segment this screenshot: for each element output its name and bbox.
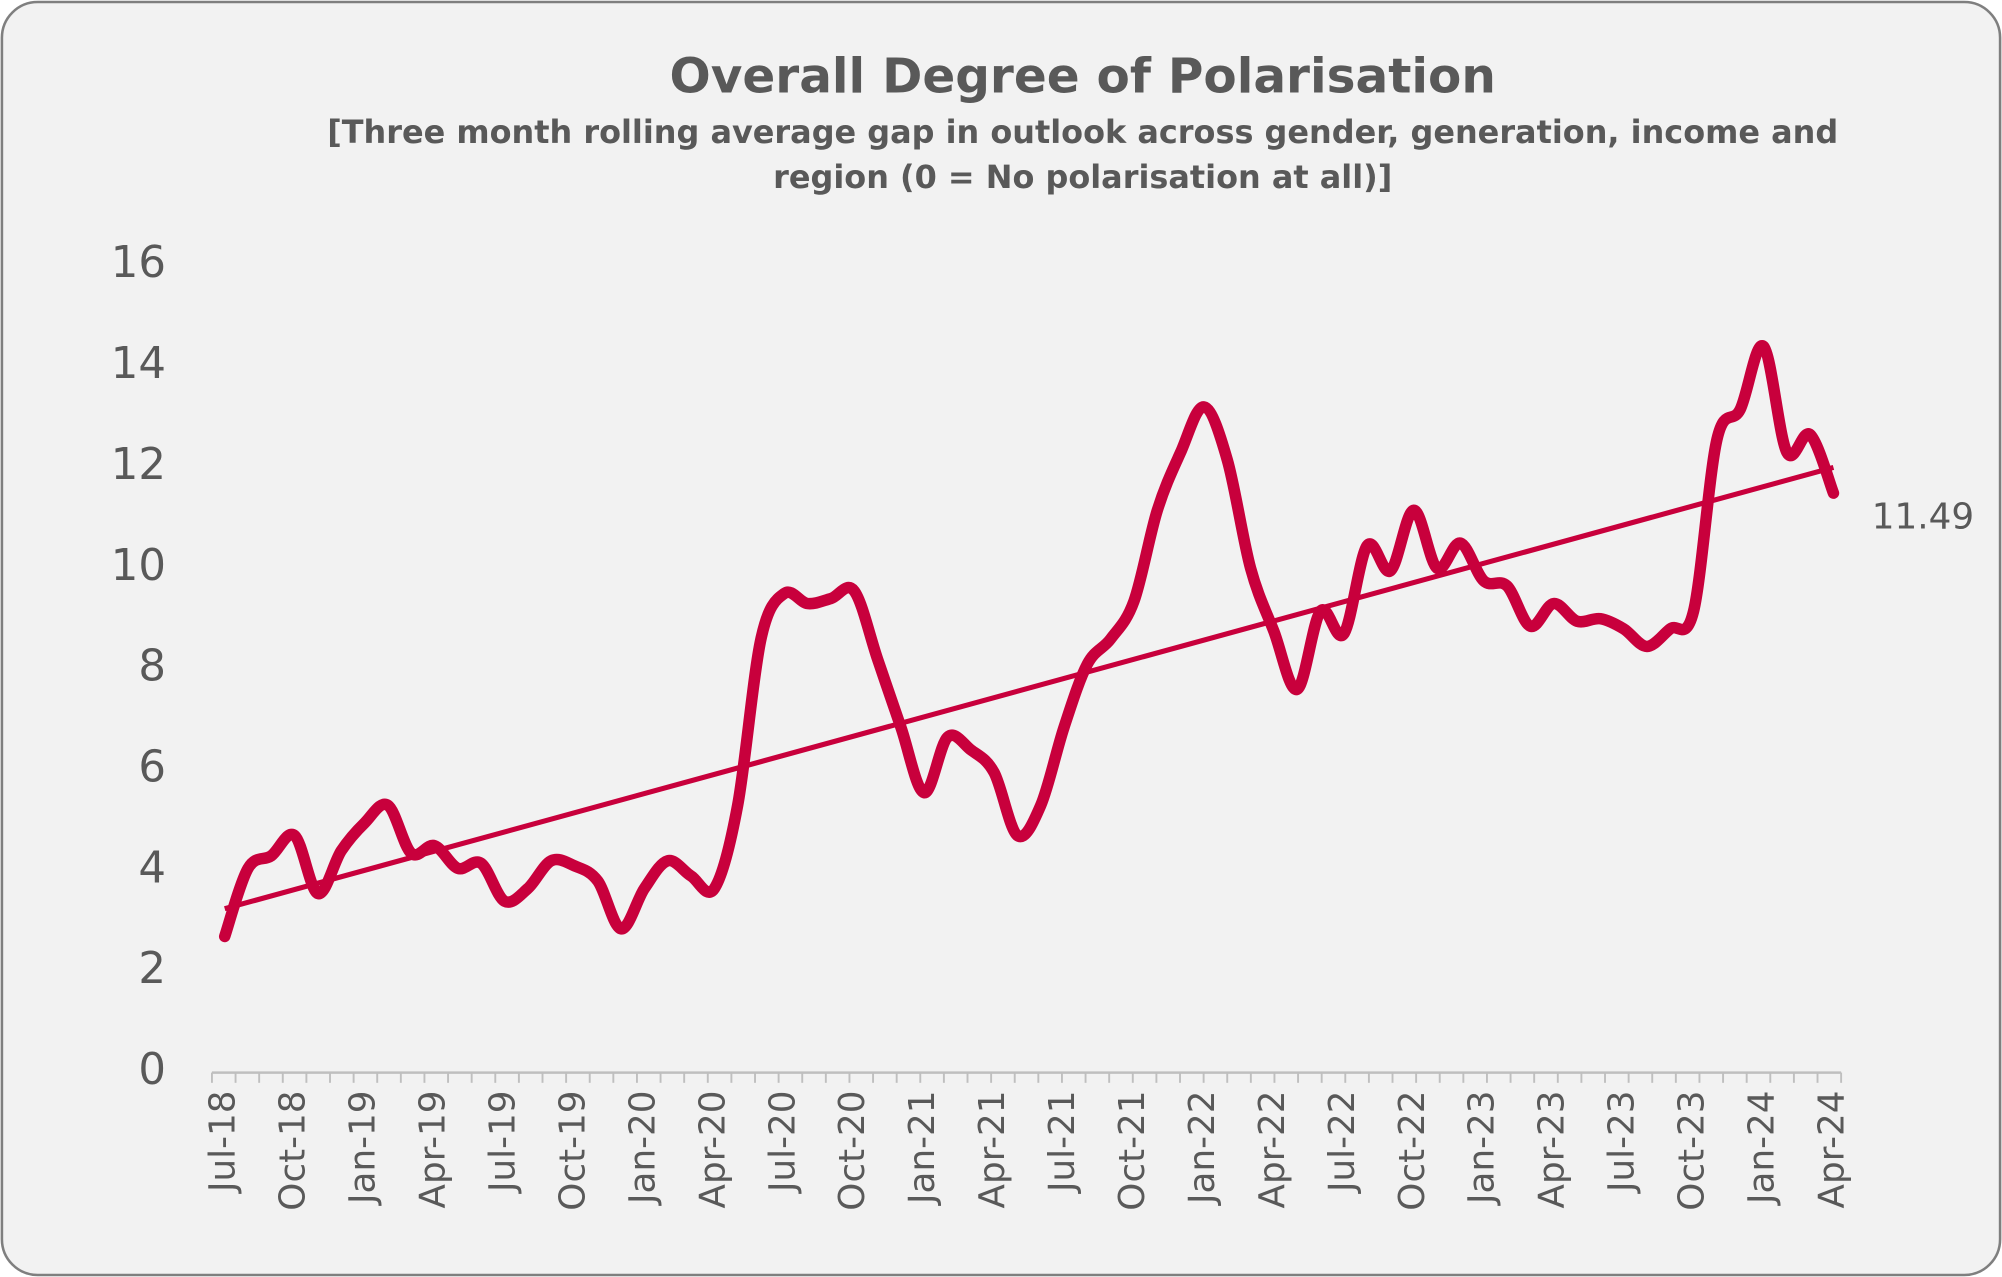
y-tick-label: 12: [111, 440, 166, 490]
x-tick-label: Apr-19: [413, 1090, 454, 1208]
x-tick-label: Oct-21: [1112, 1090, 1153, 1210]
x-tick-label: Jan-23: [1462, 1090, 1503, 1206]
x-tick-label: Oct-20: [832, 1090, 873, 1210]
chart-title: Overall Degree of Polarisation: [670, 48, 1496, 104]
x-tick-label: Apr-20: [692, 1090, 733, 1208]
data-line: [218, 340, 1840, 943]
y-tick-label: 2: [138, 944, 166, 994]
y-tick-label: 16: [111, 238, 166, 288]
x-tick-label: Jan-19: [343, 1090, 384, 1206]
x-tick-label: Jul-19: [482, 1090, 523, 1194]
x-tick-label: Apr-23: [1532, 1090, 1573, 1208]
trend-line: [224, 464, 1835, 912]
chart-subtitle: region (0 = No polarisation at all)]: [773, 158, 1392, 196]
x-tick-label: Oct-22: [1392, 1090, 1433, 1210]
x-tick-label: Oct-18: [273, 1090, 314, 1210]
y-tick-label: 6: [138, 743, 166, 793]
x-tick-label: Jan-21: [902, 1090, 943, 1206]
x-tick-label: Jul-20: [762, 1090, 803, 1194]
x-tick-label: Apr-24: [1811, 1090, 1852, 1208]
end-value-label: 11.49: [1872, 497, 1974, 538]
x-tick-label: Jul-23: [1602, 1090, 1643, 1194]
x-tick-label: Jan-20: [622, 1090, 663, 1206]
x-tick-label: Apr-22: [1252, 1090, 1293, 1208]
x-tick-label: Jan-24: [1742, 1090, 1783, 1206]
x-tick-label: Oct-23: [1672, 1090, 1713, 1210]
y-tick-label: 10: [111, 541, 166, 591]
x-tick-label: Jan-22: [1182, 1090, 1223, 1206]
x-tick-label: Jul-21: [1042, 1090, 1083, 1194]
y-tick-label: 0: [138, 1045, 166, 1095]
x-tick-label: Jul-18: [203, 1090, 244, 1194]
y-tick-label: 4: [138, 843, 166, 893]
y-tick-label: 14: [111, 339, 166, 389]
x-tick-label: Oct-19: [552, 1090, 593, 1210]
chart-subtitle: [Three month rolling average gap in outl…: [327, 113, 1838, 151]
x-tick-label: Apr-21: [972, 1090, 1013, 1208]
y-tick-label: 8: [138, 642, 166, 692]
x-tick-label: Jul-22: [1322, 1090, 1363, 1194]
